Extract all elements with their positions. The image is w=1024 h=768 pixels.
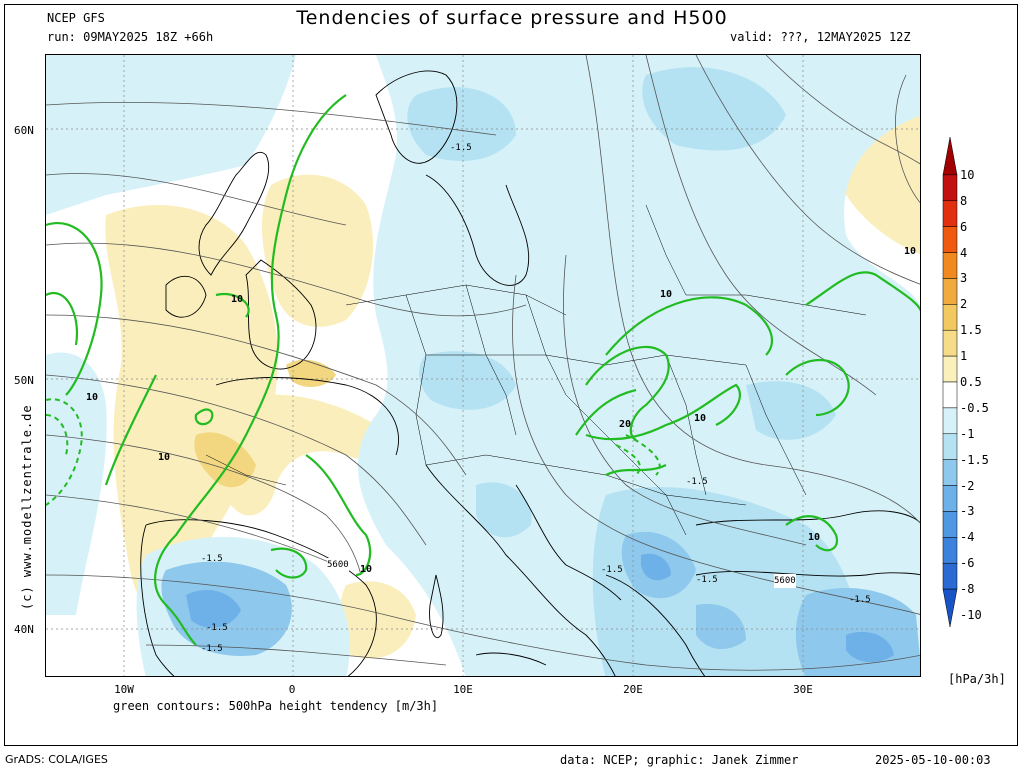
lat-label-60n: 60N xyxy=(14,124,34,137)
colorbar-level-label: 10 xyxy=(960,167,975,182)
data-credit: data: NCEP; graphic: Janek Zimmer xyxy=(560,753,799,767)
colorbar-cell xyxy=(942,433,958,460)
colorbar xyxy=(942,137,958,627)
map-canvas xyxy=(46,55,920,676)
colorbar-level-label: -1.5 xyxy=(960,452,989,467)
colorbar-level-label: 4 xyxy=(960,245,968,260)
pressure-tendency-label: -1.5 xyxy=(450,143,472,153)
colorbar-level-label: 1 xyxy=(960,349,968,364)
lon-label-10w: 10W xyxy=(114,683,134,696)
colorbar-level-label: -3 xyxy=(960,504,975,519)
height-tendency-label: 10 xyxy=(231,294,244,305)
colorbar-cell xyxy=(942,381,958,409)
grads-credit: GrADS: COLA/IGES xyxy=(5,753,108,766)
height-tendency-label: 10 xyxy=(158,452,171,463)
lon-label-20e: 20E xyxy=(623,683,643,696)
height-contour-label: 5600 xyxy=(774,574,796,588)
timestamp: 2025-05-10-00:03 xyxy=(875,753,991,767)
colorbar-level-label: 6 xyxy=(960,219,968,234)
pressure-tendency-label: -1.5 xyxy=(696,575,718,585)
colorbar-cell xyxy=(942,278,958,305)
colorbar-cell xyxy=(942,174,958,202)
height-tendency-label: 10 xyxy=(86,392,99,403)
colorbar-level-label: 1.5 xyxy=(960,323,982,338)
pressure-tendency-label: -1.5 xyxy=(201,644,223,654)
height-contour-label: 5600 xyxy=(327,558,349,572)
colorbar-level-label: -0.5 xyxy=(960,400,989,415)
lon-label-30e: 30E xyxy=(793,683,813,696)
colorbar-level-label: -4 xyxy=(960,530,975,545)
colorbar-unit: [hPa/3h] xyxy=(948,672,1006,686)
colorbar-cell xyxy=(942,200,958,227)
pressure-tendency-label: -1.5 xyxy=(849,595,871,605)
colorbar-cell xyxy=(942,226,958,253)
weather-map: -1.5 -1.5 -1.5 -1.5 -1.5 -1.5 -1.5 -1.5 … xyxy=(45,54,921,677)
height-tendency-dashed xyxy=(46,398,661,506)
pressure-tendency-label: -1.5 xyxy=(686,477,708,487)
colorbar-level-label: -2 xyxy=(960,478,975,493)
colorbar-cell xyxy=(942,329,958,357)
run-label: run: 09MAY2025 18Z +66h xyxy=(47,30,214,44)
deep-negative-areas xyxy=(186,553,894,663)
height-tendency-label: 10 xyxy=(360,564,373,575)
colorbar-cell xyxy=(942,485,958,512)
height-tendency-label: 10 xyxy=(808,532,821,543)
colorbar-cell xyxy=(942,459,958,486)
colorbar-cell xyxy=(942,588,958,627)
height-tendency-label: 10 xyxy=(660,289,673,300)
page-title: Tendencies of surface pressure and H500 xyxy=(296,7,728,29)
graticule xyxy=(46,55,920,676)
colorbar-cell xyxy=(942,355,958,383)
lon-label-0: 0 xyxy=(288,683,296,696)
pressure-tendency-label: -1.5 xyxy=(201,554,223,564)
pressure-tendency-label: -1.5 xyxy=(206,623,228,633)
colorbar-cell xyxy=(942,304,958,331)
colorbar-level-label: -6 xyxy=(960,556,975,571)
valid-label: valid: ???, 12MAY2025 12Z xyxy=(730,30,911,44)
height-contours xyxy=(46,55,920,671)
colorbar-cell xyxy=(942,252,958,279)
colorbar-cell xyxy=(942,511,958,538)
lon-label-10e: 10E xyxy=(453,683,473,696)
caption: green contours: 500hPa height tendency [… xyxy=(113,699,439,713)
colorbar-cell xyxy=(942,562,958,590)
figure-frame xyxy=(4,4,1018,746)
colorbar-level-label: -8 xyxy=(960,582,975,597)
colorbar-level-label: 0.5 xyxy=(960,375,982,389)
lat-label-40n: 40N xyxy=(14,623,34,636)
pressure-tendency-label: -1.5 xyxy=(601,565,623,575)
height-tendency-label: 10 xyxy=(904,246,917,257)
colorbar-level-label: 8 xyxy=(960,193,968,208)
colorbar-cell xyxy=(942,407,958,435)
colorbar-level-label: 3 xyxy=(960,271,968,286)
model-label: NCEP GFS xyxy=(47,11,105,25)
colorbar-cell xyxy=(942,137,958,176)
credit-text: (c) www.modellzentrale.de xyxy=(20,404,34,610)
national-borders xyxy=(205,204,867,536)
colorbar-cell xyxy=(942,537,958,564)
lat-label-50n: 50N xyxy=(14,374,34,387)
colorbar-level-label: 2 xyxy=(960,297,968,312)
height-tendency-label: 10 xyxy=(694,413,707,424)
height-tendency-label: 20 xyxy=(619,419,632,430)
colorbar-level-label: -1 xyxy=(960,426,975,441)
colorbar-level-label: -10 xyxy=(960,608,982,622)
